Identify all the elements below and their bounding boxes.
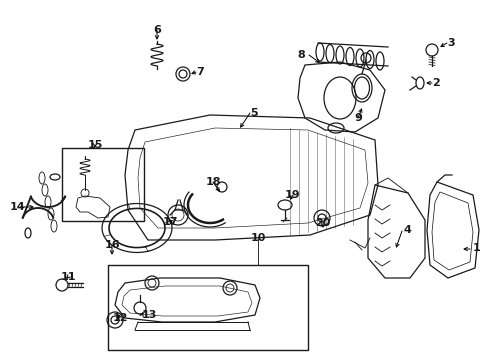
Text: 2: 2	[431, 78, 439, 88]
Text: 17: 17	[162, 217, 177, 227]
Bar	[62, 148, 143, 221]
Text: 10: 10	[250, 233, 265, 243]
Text: 5: 5	[249, 108, 257, 118]
Text: 8: 8	[297, 50, 305, 60]
Text: 7: 7	[196, 67, 203, 77]
Bar	[108, 265, 307, 350]
Text: 6: 6	[153, 25, 161, 35]
Text: 16: 16	[104, 240, 120, 250]
Text: 12: 12	[112, 313, 127, 323]
Text: 9: 9	[353, 113, 361, 123]
Text: 14: 14	[10, 202, 25, 212]
Text: 13: 13	[142, 310, 157, 320]
Text: 4: 4	[402, 225, 410, 235]
Text: 20: 20	[315, 218, 330, 228]
Text: 18: 18	[205, 177, 220, 187]
Text: 19: 19	[285, 190, 300, 200]
Text: 11: 11	[60, 272, 76, 282]
Text: 1: 1	[472, 243, 480, 253]
Text: 15: 15	[87, 140, 102, 150]
Text: 3: 3	[446, 38, 454, 48]
